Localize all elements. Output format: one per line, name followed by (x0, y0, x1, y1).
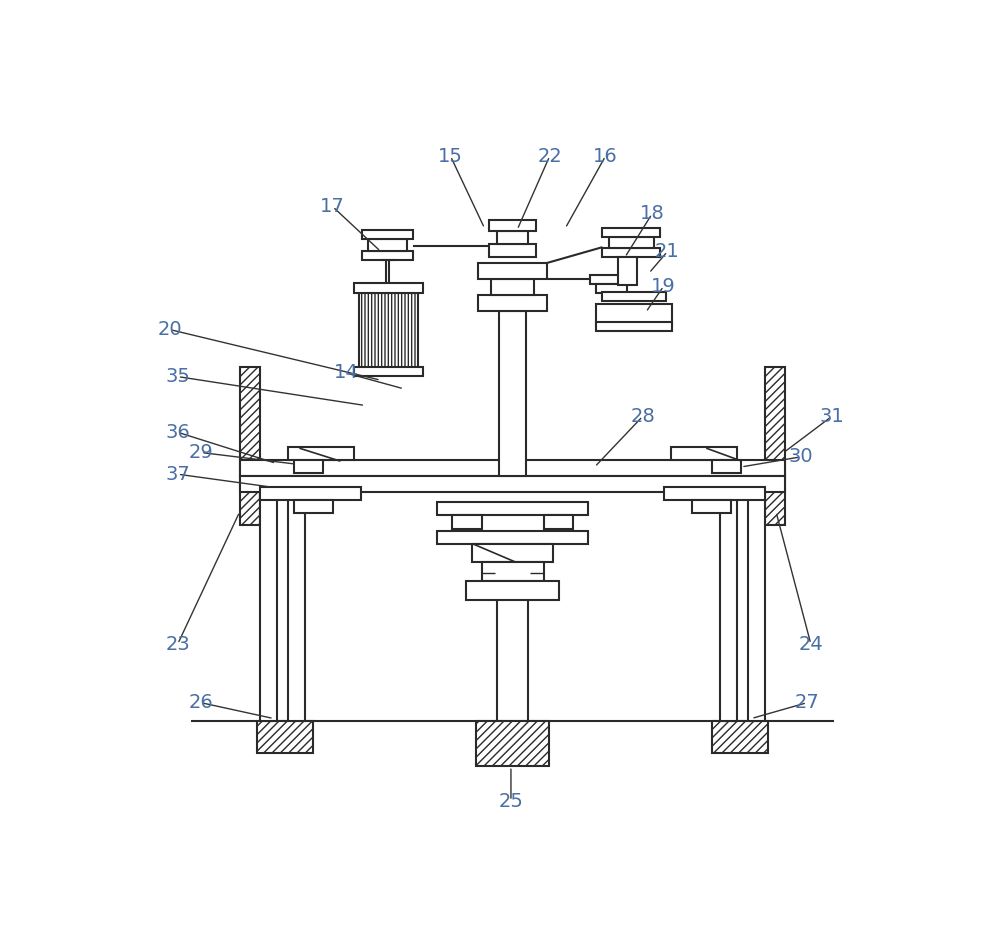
Bar (476, 721, 549, 766)
Text: 27: 27 (795, 693, 819, 712)
Bar (452, 515, 482, 530)
Text: 31: 31 (819, 407, 844, 426)
Bar (602, 248, 660, 257)
Text: 37: 37 (165, 465, 190, 484)
Bar (362, 230, 413, 239)
Bar (260, 476, 277, 721)
Bar (288, 476, 305, 721)
Bar (618, 257, 637, 285)
Bar (720, 476, 737, 721)
Text: 14: 14 (334, 363, 358, 382)
Bar (596, 322, 672, 331)
Bar (240, 367, 260, 525)
Bar (362, 251, 413, 260)
Bar (602, 227, 660, 237)
Text: 22: 22 (537, 146, 562, 165)
Text: 18: 18 (640, 205, 664, 223)
Text: 36: 36 (165, 423, 190, 441)
Text: 21: 21 (655, 242, 680, 261)
Bar (466, 581, 559, 600)
Bar (478, 295, 547, 311)
Bar (544, 515, 573, 530)
Bar (472, 544, 553, 562)
Bar (692, 500, 731, 514)
Bar (294, 500, 333, 514)
Text: 30: 30 (788, 447, 813, 467)
Bar (354, 284, 423, 293)
Text: 23: 23 (165, 635, 190, 654)
Bar (671, 447, 737, 460)
Bar (437, 531, 588, 544)
Bar (712, 721, 768, 752)
Bar (748, 476, 765, 721)
Bar (354, 367, 423, 376)
Bar (288, 447, 354, 460)
Bar (294, 460, 323, 472)
Bar (596, 284, 627, 293)
Bar (664, 487, 765, 500)
Text: 16: 16 (593, 146, 618, 165)
Bar (478, 263, 547, 279)
Bar (257, 721, 313, 752)
Bar (489, 220, 536, 231)
Text: 24: 24 (798, 635, 823, 654)
Bar (491, 279, 534, 295)
Bar (596, 303, 672, 325)
Bar (368, 239, 407, 251)
Bar (609, 237, 654, 248)
Bar (359, 293, 418, 372)
Text: 26: 26 (189, 693, 213, 712)
Bar (437, 501, 588, 515)
Bar (590, 274, 633, 284)
Text: 15: 15 (438, 146, 463, 165)
Bar (482, 562, 544, 581)
Bar (765, 367, 785, 525)
Bar (240, 460, 785, 476)
Bar (499, 311, 526, 476)
Text: 25: 25 (499, 792, 523, 810)
Text: 17: 17 (320, 197, 345, 216)
Bar (260, 487, 361, 500)
Text: 35: 35 (165, 367, 190, 386)
Bar (602, 292, 666, 300)
Bar (497, 231, 528, 244)
Bar (712, 460, 741, 472)
Text: 28: 28 (630, 407, 655, 426)
Text: 20: 20 (158, 320, 182, 339)
Text: 29: 29 (189, 443, 213, 462)
Text: 19: 19 (651, 277, 676, 296)
Bar (489, 244, 536, 257)
Bar (240, 476, 785, 491)
